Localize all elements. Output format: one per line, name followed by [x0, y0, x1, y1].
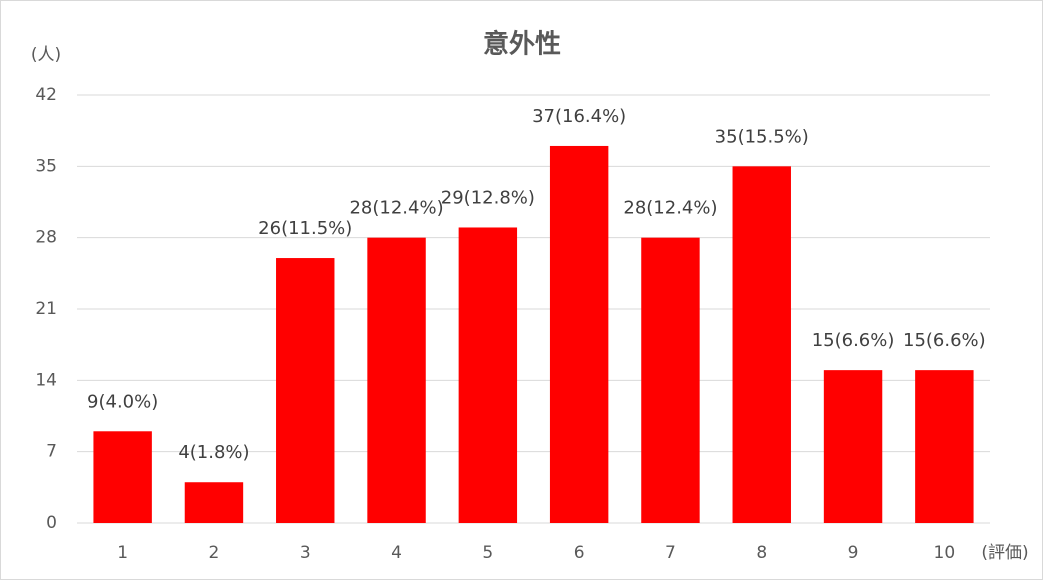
value-label: 15(6.6%): [903, 330, 986, 351]
x-tick-label: 4: [391, 543, 402, 563]
bar: [367, 237, 426, 523]
y-tick-label: 7: [46, 442, 57, 462]
bar: [641, 237, 700, 523]
x-tick-label: 9: [848, 543, 859, 563]
y-tick-label: 0: [46, 513, 57, 533]
y-tick-label: 42: [35, 85, 57, 105]
x-axis-label: (評価): [981, 543, 1028, 563]
x-tick-label: 1: [117, 543, 128, 563]
value-label: 15(6.6%): [812, 330, 895, 351]
bar: [93, 431, 152, 523]
bar: [184, 482, 244, 523]
x-tick-label: 6: [574, 543, 585, 563]
y-tick-label: 35: [35, 156, 57, 176]
y-tick-label: 28: [35, 228, 57, 248]
x-tick-label: 8: [756, 543, 767, 563]
x-tick-label: 2: [209, 543, 220, 563]
x-tick-label: 7: [665, 543, 676, 563]
value-label: 4(1.8%): [178, 442, 249, 463]
value-label: 29(12.8%): [441, 187, 535, 208]
y-axis-label: (人): [31, 45, 61, 65]
y-tick-label: 21: [35, 299, 57, 319]
bar: [915, 370, 974, 523]
bar: [732, 166, 791, 524]
x-tick-label: 5: [482, 543, 493, 563]
value-label: 26(11.5%): [258, 218, 352, 239]
bar: [458, 227, 518, 523]
chart-title: 意外性: [483, 29, 561, 60]
bar: [823, 370, 883, 523]
bar: [549, 145, 609, 523]
value-label: 28(12.4%): [623, 198, 717, 219]
value-label: 9(4.0%): [87, 391, 158, 412]
x-tick-label: 10: [934, 543, 956, 563]
bar: [276, 258, 335, 523]
value-label: 28(12.4%): [349, 198, 443, 219]
value-label: 35(15.5%): [715, 126, 809, 147]
value-label: 37(16.4%): [532, 106, 626, 127]
y-tick-label: 14: [35, 370, 57, 390]
x-tick-label: 3: [300, 543, 311, 563]
